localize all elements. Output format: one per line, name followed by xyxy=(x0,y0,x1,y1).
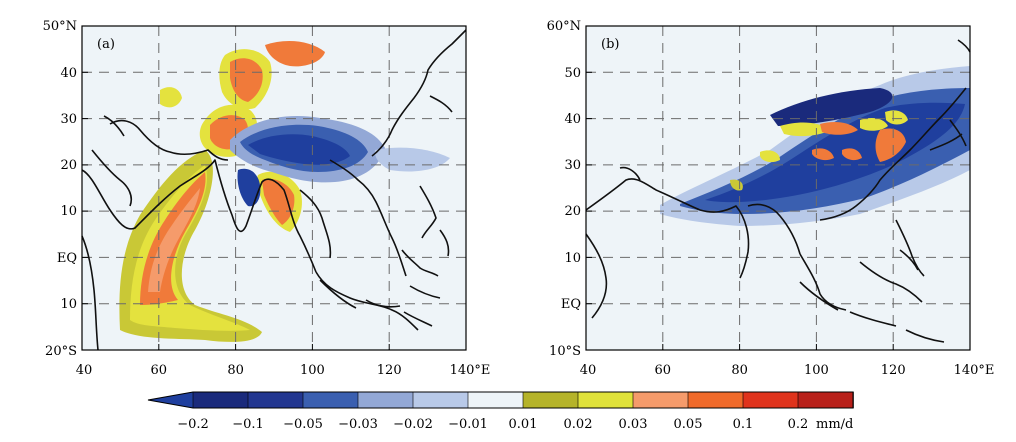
colorbar-segment xyxy=(192,391,249,409)
panel-b: (b) 60°N 50 40 30 20 10 EQ 10°S 40 60 80… xyxy=(547,19,995,378)
x-tick-label: 100 xyxy=(804,363,829,378)
colorbar-tick-label: 0.03 xyxy=(619,417,648,432)
panel-b-label: (b) xyxy=(601,37,619,52)
colorbar: −0.2 −0.1 −0.05 −0.03 −0.02 −0.01 0.01 0.02 0.03… xyxy=(147,391,854,432)
colorbar-segment xyxy=(687,391,744,409)
x-tick-label: 140°E xyxy=(954,363,995,378)
panel-a-coastlines xyxy=(81,29,467,351)
x-tick-label: 40 xyxy=(76,363,93,378)
y-tick-label: 50°N xyxy=(43,19,77,34)
panel-b-coastlines xyxy=(585,39,971,343)
y-tick-label: 10 xyxy=(564,251,581,266)
panel-b-ticks xyxy=(586,71,894,350)
colorbar-tick-label: −0.02 xyxy=(393,417,433,432)
panel-a-gridlines xyxy=(82,26,466,350)
x-tick-label: 60 xyxy=(151,363,168,378)
colorbar-segment xyxy=(302,391,359,409)
colorbar-tick-label: −0.05 xyxy=(283,417,323,432)
colorbar-segment xyxy=(357,391,414,409)
colorbar-segments xyxy=(148,391,854,409)
colorbar-segment xyxy=(247,391,304,409)
colorbar-tick-label: −0.03 xyxy=(338,417,378,432)
panel-b-x-axis-labels: 40 60 80 100 120 140°E xyxy=(580,363,995,378)
y-tick-label: EQ xyxy=(561,297,581,312)
panel-b-anomaly-field xyxy=(660,66,970,226)
colorbar-segment xyxy=(148,392,193,408)
panel-a-label: (a) xyxy=(97,37,115,52)
panel-a-y-axis-labels: 50°N 40 30 20 10 EQ 10 20°S xyxy=(43,19,77,359)
colorbar-segment xyxy=(577,391,634,409)
colorbar-unit: mm/d xyxy=(816,417,853,432)
colorbar-tick-label: −0.01 xyxy=(448,417,488,432)
colorbar-tick-label: 0.01 xyxy=(509,417,538,432)
y-tick-label: 20°S xyxy=(45,344,77,359)
y-tick-label: 40 xyxy=(60,66,77,81)
y-tick-label: 10 xyxy=(60,204,77,219)
y-tick-label: 20 xyxy=(60,158,77,173)
x-tick-label: 80 xyxy=(227,363,244,378)
panel-a-anomaly-field xyxy=(119,40,450,342)
y-tick-label: 30 xyxy=(564,158,581,173)
panel-a-x-axis-labels: 40 60 80 100 120 140°E xyxy=(76,363,491,378)
x-tick-label: 120 xyxy=(881,363,906,378)
colorbar-segment xyxy=(797,391,854,409)
colorbar-labels: −0.2 −0.1 −0.05 −0.03 −0.02 −0.01 0.01 0.02 0.03… xyxy=(177,417,808,432)
y-tick-label: 10 xyxy=(60,297,77,312)
colorbar-tick-label: −0.2 xyxy=(177,417,209,432)
y-tick-label: 10°S xyxy=(549,344,581,359)
panel-a: (a) 50°N 40 30 20 10 EQ 10 20°S 40 60 80… xyxy=(43,19,491,378)
panel-a-ticks xyxy=(82,71,390,350)
x-tick-label: 120 xyxy=(377,363,402,378)
colorbar-segment xyxy=(522,391,579,409)
x-tick-label: 80 xyxy=(731,363,748,378)
panel-b-y-axis-labels: 60°N 50 40 30 20 10 EQ 10°S xyxy=(547,19,581,359)
colorbar-tick-label: 0.1 xyxy=(733,417,754,432)
y-tick-label: 20 xyxy=(564,204,581,219)
colorbar-tick-label: 0.02 xyxy=(564,417,593,432)
colorbar-tick-label: −0.1 xyxy=(232,417,264,432)
x-tick-label: 40 xyxy=(580,363,597,378)
y-tick-label: 50 xyxy=(564,66,581,81)
colorbar-tick-label: 0.05 xyxy=(674,417,703,432)
y-tick-label: 40 xyxy=(564,112,581,127)
y-tick-label: 30 xyxy=(60,112,77,127)
colorbar-segment xyxy=(412,391,469,409)
y-tick-label: 60°N xyxy=(547,19,581,34)
y-tick-label: EQ xyxy=(57,251,77,266)
colorbar-segment xyxy=(467,391,524,409)
x-tick-label: 140°E xyxy=(450,363,491,378)
x-tick-label: 60 xyxy=(655,363,672,378)
colorbar-segment xyxy=(632,391,689,409)
panel-b-gridlines xyxy=(586,26,970,350)
colorbar-segment xyxy=(742,391,799,409)
colorbar-outline xyxy=(147,391,854,409)
x-tick-label: 100 xyxy=(300,363,325,378)
colorbar-tick-label: 0.2 xyxy=(788,417,809,432)
